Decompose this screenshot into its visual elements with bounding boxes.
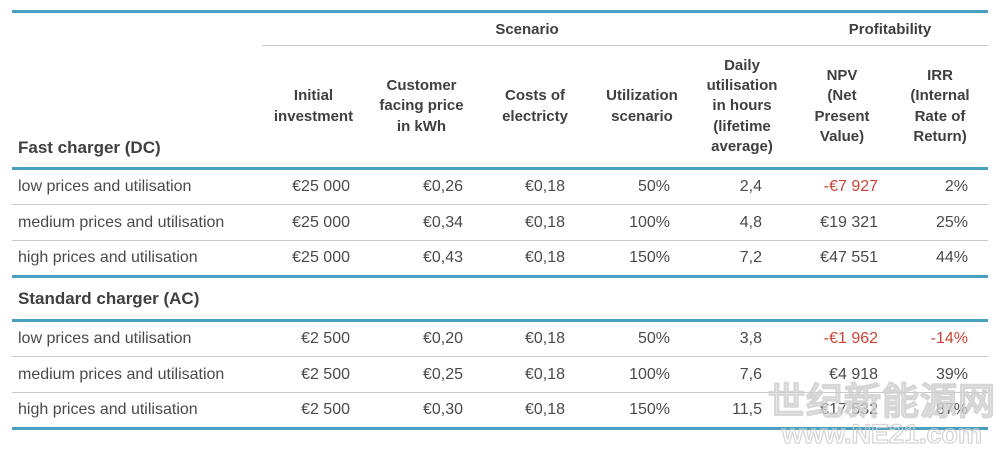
customer-price-value: €0,25 [365,356,478,393]
table-row-ac-low: low prices and utilisation €2 500 €0,20 … [12,320,989,357]
initial-investment-value: €2 500 [262,392,365,430]
daily-hours-value: 2,4 [692,168,793,205]
initial-investment-value: €2 500 [262,356,365,393]
initial-investment-value: €2 500 [262,320,365,357]
row-label: high prices and utilisation [12,392,262,430]
table-row-dc-low: low prices and utilisation €25 000 €0,26… [12,168,989,205]
charger-profitability-table: Scenario Profitability Fast charger (DC)… [12,10,989,430]
utilization-value: 100% [592,356,692,393]
irr-value: 2% [892,168,989,205]
irr-value: -14% [892,320,989,357]
electricity-cost-value: €0,18 [478,168,592,205]
initial-investment-value: €25 000 [262,168,365,205]
daily-hours-value: 11,5 [692,392,793,430]
col-header-utilization-scenario: Utilization scenario [592,45,692,170]
irr-value: 87% [892,392,989,430]
utilization-value: 50% [592,168,692,205]
daily-hours-value: 7,2 [692,240,793,278]
customer-price-value: €0,20 [365,320,478,357]
utilization-value: 100% [592,204,692,241]
corner-cell [12,12,262,46]
utilization-value: 150% [592,240,692,278]
scenario-group-header: Scenario [262,11,793,46]
electricity-cost-value: €0,18 [478,320,592,357]
npv-value: -€1 962 [792,320,893,357]
daily-hours-value: 3,8 [692,320,793,357]
daily-hours-value: 4,8 [692,204,793,241]
table-row-dc-medium: medium prices and utilisation €25 000 €0… [12,204,989,241]
electricity-cost-value: €0,18 [478,392,592,430]
section-title-fast-charger-dc: Fast charger (DC) [12,45,262,170]
table-row-ac-medium: medium prices and utilisation €2 500 €0,… [12,356,989,393]
col-header-costs-of-electricity: Costs of electricty [478,45,592,170]
customer-price-value: €0,34 [365,204,478,241]
row-label: low prices and utilisation [12,168,262,205]
npv-value: €47 551 [792,240,893,278]
row-label: medium prices and utilisation [12,204,262,241]
column-header-row: Fast charger (DC) Initial investment Cus… [12,45,989,170]
customer-price-value: €0,30 [365,392,478,430]
electricity-cost-value: €0,18 [478,356,592,393]
col-header-initial-investment: Initial investment [262,45,365,170]
irr-value: 39% [892,356,989,393]
daily-hours-value: 7,6 [692,356,793,393]
col-header-npv: NPV (Net Present Value) [792,45,893,170]
section-title-standard-charger-ac: Standard charger (AC) [12,276,989,322]
initial-investment-value: €25 000 [262,204,365,241]
npv-value: €17 532 [792,392,893,430]
irr-value: 25% [892,204,989,241]
initial-investment-value: €25 000 [262,240,365,278]
row-label: low prices and utilisation [12,320,262,357]
col-header-customer-facing-price: Customer facing price in kWh [365,45,478,170]
col-header-irr: IRR (Internal Rate of Return) [892,45,989,170]
npv-value: -€7 927 [792,168,893,205]
electricity-cost-value: €0,18 [478,240,592,278]
row-label: medium prices and utilisation [12,356,262,393]
utilization-value: 50% [592,320,692,357]
utilization-value: 150% [592,392,692,430]
electricity-cost-value: €0,18 [478,204,592,241]
irr-value: 44% [892,240,989,278]
col-header-daily-utilisation: Daily utilisation in hours (lifetime ave… [692,45,793,170]
group-header-row: Scenario Profitability [12,11,989,46]
table-row-dc-high: high prices and utilisation €25 000 €0,4… [12,240,989,278]
npv-value: €4 918 [792,356,893,393]
row-label: high prices and utilisation [12,240,262,278]
customer-price-value: €0,26 [365,168,478,205]
npv-value: €19 321 [792,204,893,241]
section-title-row-standard-charger-ac: Standard charger (AC) [12,276,989,322]
table-row-ac-high: high prices and utilisation €2 500 €0,30… [12,392,989,430]
profitability-group-header: Profitability [792,11,989,46]
customer-price-value: €0,43 [365,240,478,278]
